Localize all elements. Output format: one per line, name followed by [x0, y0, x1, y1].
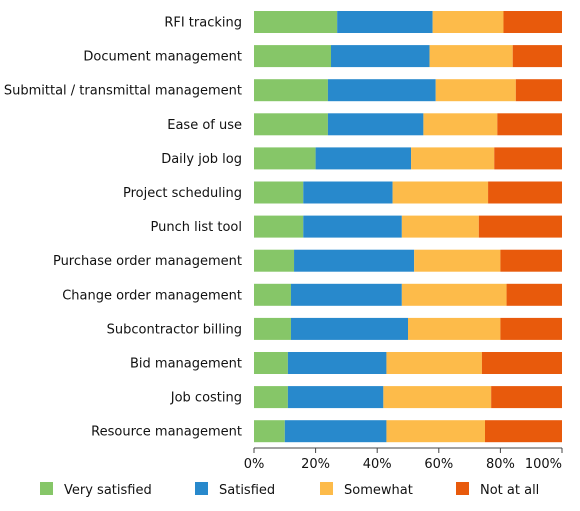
bar-bid-management-very-satisfied — [254, 352, 288, 374]
bar-document-management-somewhat — [429, 45, 513, 68]
bar-rfi-tracking-very-satisfied — [254, 11, 338, 33]
bar-project-scheduling-not-at-all — [488, 181, 562, 204]
category-label: RFI tracking — [164, 16, 242, 31]
category-label: Change order management — [62, 288, 242, 303]
bar-change-order-management-not-at-all — [506, 283, 562, 306]
bar-resource-management-not-at-all — [485, 420, 562, 443]
bar-punch-list-tool-very-satisfied — [254, 215, 304, 238]
legend-label-not-at-all: Not at all — [480, 483, 539, 498]
bar-rfi-tracking-satisfied — [337, 11, 433, 33]
x-tick-label: 80% — [486, 457, 515, 472]
bar-purchase-order-management-very-satisfied — [254, 249, 295, 272]
category-label: Purchase order management — [53, 254, 242, 269]
category-label: Punch list tool — [151, 220, 242, 235]
category-label: Ease of use — [167, 118, 242, 133]
legend-swatch-somewhat — [320, 482, 333, 495]
category-label: Submittal / transmittal management — [4, 84, 242, 99]
bar-daily-job-log-not-at-all — [494, 147, 562, 170]
bar-submittal-transmittal-management-somewhat — [435, 79, 516, 102]
bar-resource-management-somewhat — [386, 420, 485, 443]
bar-rfi-tracking-somewhat — [432, 11, 504, 33]
bar-job-costing-somewhat — [383, 386, 492, 409]
legend-label-very-satisfied: Very satisfied — [64, 483, 152, 498]
bar-project-scheduling-very-satisfied — [254, 181, 304, 204]
category-label: Resource management — [91, 425, 242, 440]
category-labels: RFI tracking Document management Submittal… — [4, 16, 242, 440]
bar-punch-list-tool-satisfied — [303, 215, 402, 238]
x-tick-label: 40% — [363, 457, 392, 472]
bar-bid-management-satisfied — [287, 352, 387, 374]
bar-bid-management-not-at-all — [481, 352, 562, 374]
bar-submittal-transmittal-management-not-at-all — [515, 79, 562, 102]
category-label: Bid management — [130, 357, 242, 372]
bar-ease-of-use-satisfied — [327, 113, 424, 136]
bar-subcontractor-billing-very-satisfied — [254, 317, 291, 340]
x-axis-ticks: 0% 20% 40% 60% 80% 100% — [244, 448, 563, 472]
category-label: Subcontractor billing — [107, 322, 242, 337]
bar-resource-management-very-satisfied — [254, 420, 285, 443]
bar-submittal-transmittal-management-very-satisfied — [254, 79, 328, 102]
bar-document-management-not-at-all — [512, 45, 562, 68]
bar-job-costing-satisfied — [287, 386, 384, 409]
bar-subcontractor-billing-somewhat — [408, 317, 501, 340]
bar-job-costing-not-at-all — [491, 386, 562, 409]
bar-punch-list-tool-somewhat — [401, 215, 479, 238]
bar-subcontractor-billing-not-at-all — [500, 317, 562, 340]
bar-bid-management-somewhat — [386, 352, 482, 374]
bar-daily-job-log-somewhat — [411, 147, 495, 170]
bar-ease-of-use-not-at-all — [497, 113, 562, 136]
legend-swatch-satisfied — [195, 482, 208, 495]
legend-label-satisfied: Satisfied — [219, 483, 275, 498]
bar-submittal-transmittal-management-satisfied — [327, 79, 436, 102]
bar-document-management-satisfied — [331, 45, 430, 68]
bar-resource-management-satisfied — [284, 420, 387, 443]
bar-project-scheduling-satisfied — [303, 181, 393, 204]
bar-ease-of-use-very-satisfied — [254, 113, 328, 136]
legend-swatch-very-satisfied — [40, 482, 53, 495]
bar-rfi-tracking-not-at-all — [503, 11, 562, 33]
bar-daily-job-log-very-satisfied — [254, 147, 316, 170]
x-tick-label: 0% — [244, 457, 265, 472]
bar-change-order-management-very-satisfied — [254, 283, 291, 306]
bar-purchase-order-management-somewhat — [414, 249, 501, 272]
category-label: Daily job log — [161, 152, 242, 167]
bar-project-scheduling-somewhat — [392, 181, 489, 204]
bar-subcontractor-billing-satisfied — [290, 317, 408, 340]
bar-change-order-management-somewhat — [401, 283, 507, 306]
bar-ease-of-use-somewhat — [423, 113, 498, 136]
x-tick-label: 20% — [301, 457, 330, 472]
legend: Very satisfied Satisfied Somewhat Not at al… — [40, 482, 539, 498]
x-tick-label: 100% — [525, 457, 562, 472]
legend-swatch-not-at-all — [456, 482, 469, 495]
bar-purchase-order-management-satisfied — [294, 249, 415, 272]
bars-group — [254, 11, 562, 443]
category-label: Document management — [83, 50, 242, 65]
category-label: Project scheduling — [123, 186, 242, 201]
bar-job-costing-very-satisfied — [254, 386, 288, 409]
bar-daily-job-log-satisfied — [315, 147, 412, 170]
legend-label-somewhat: Somewhat — [344, 483, 413, 498]
x-tick-label: 60% — [424, 457, 453, 472]
bar-change-order-management-satisfied — [290, 283, 402, 306]
bar-document-management-very-satisfied — [254, 45, 331, 68]
category-label: Job costing — [170, 391, 242, 406]
bar-purchase-order-management-not-at-all — [500, 249, 562, 272]
bar-punch-list-tool-not-at-all — [478, 215, 562, 238]
